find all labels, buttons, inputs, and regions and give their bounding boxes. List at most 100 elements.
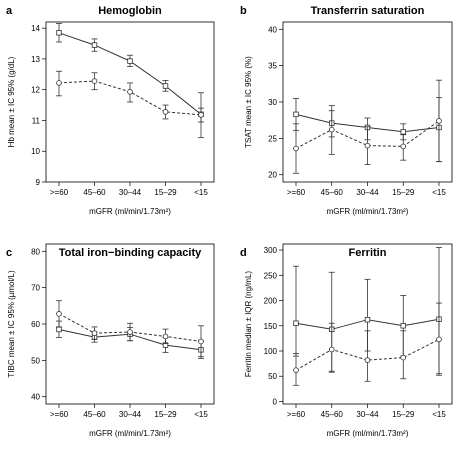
panel-a: a Hemoglobin 9 10 11 12 13 14 >=60 45–60 30–44 15–2… [6, 5, 215, 216]
series-solid [56, 23, 204, 138]
y-tick-label: 40 [31, 393, 40, 402]
data-point [364, 142, 371, 149]
x-tick-label: 15–29 [392, 188, 415, 197]
data-point [91, 42, 98, 48]
data-point [364, 317, 371, 323]
series-dashed [56, 70, 204, 123]
data-point [364, 357, 371, 363]
data-point [400, 129, 406, 135]
data-point [293, 145, 299, 152]
x-tick-label: 30–44 [356, 410, 379, 419]
panel-title: Hemoglobin [98, 5, 162, 17]
x-tick-label: <15 [432, 188, 446, 197]
y-tick-label: 30 [268, 98, 277, 107]
series-line [295, 120, 440, 149]
x-axis-label: mGFR (ml/min/1.73m²) [327, 207, 409, 216]
y-tick-label: 14 [31, 24, 40, 33]
y-tick-label: 25 [268, 134, 277, 143]
y-tick-label: 10 [31, 147, 40, 156]
x-tick-label: >=60 [287, 410, 306, 419]
panel-c: c Total iron−binding capacity 40 50 60 70 80 >=… [6, 243, 215, 438]
x-tick-label: >=60 [287, 188, 306, 197]
y-tick-label: 0 [273, 397, 278, 406]
data-point [400, 143, 407, 150]
y-tick-label: 150 [264, 322, 278, 331]
panel-title: Ferritin [349, 247, 387, 259]
x-tick-label: 30–44 [119, 410, 142, 419]
panel-letter: d [240, 247, 247, 259]
panel-title: Total iron−binding capacity [59, 247, 202, 259]
y-axis-label: TIBC mean ± IC 95% (µmol/L) [7, 270, 16, 378]
data-point [162, 109, 169, 115]
data-point [91, 330, 98, 336]
series-dashed [293, 79, 442, 174]
x-tick-label: >=60 [50, 188, 69, 197]
y-tick-label: 70 [31, 284, 40, 293]
x-axis-label: mGFR (ml/min/1.73m²) [89, 429, 171, 438]
y-tick-label: 100 [264, 347, 278, 356]
data-point [328, 126, 335, 133]
x-tick-label: 45–60 [83, 188, 106, 197]
data-point [198, 338, 204, 345]
data-point [56, 80, 62, 86]
y-tick-label: 50 [31, 356, 40, 365]
x-axis-label: mGFR (ml/min/1.73m²) [89, 207, 171, 216]
y-axis-label: Ferritin median ± IQR (ng/mL) [244, 271, 253, 378]
data-point [293, 320, 299, 326]
data-point [127, 58, 133, 64]
data-point [127, 329, 133, 335]
data-point [56, 311, 62, 317]
data-point [56, 30, 62, 36]
y-axis-label: TSAT mean ± IC 95% (%) [244, 56, 253, 148]
data-point [436, 336, 442, 343]
x-tick-label: 30–44 [356, 188, 379, 197]
data-point [400, 323, 406, 329]
data-point [293, 111, 299, 118]
x-tick-label: 15–29 [154, 410, 177, 419]
y-tick-label: 35 [268, 62, 277, 71]
y-axis-label: Hb mean ± IC 95% (g/dL) [7, 56, 16, 147]
panel-letter: b [240, 5, 247, 17]
data-point [91, 78, 98, 84]
data-point [400, 354, 407, 361]
data-point [328, 346, 335, 353]
x-tick-label: <15 [194, 188, 208, 197]
x-tick-label: 45–60 [321, 188, 344, 197]
data-point [162, 83, 169, 89]
y-tick-label: 13 [31, 55, 40, 64]
series-dashed [293, 302, 442, 386]
y-tick-label: 60 [31, 320, 40, 329]
series-dashed [56, 300, 204, 358]
x-tick-label: >=60 [50, 410, 69, 419]
data-point [198, 112, 204, 118]
data-point [56, 326, 62, 333]
series-line [295, 338, 440, 371]
y-tick-label: 200 [264, 297, 278, 306]
data-point [436, 118, 442, 124]
x-tick-label: <15 [432, 410, 446, 419]
panel-letter: c [6, 247, 12, 259]
data-point [293, 367, 299, 373]
x-tick-label: 45–60 [321, 410, 344, 419]
data-point [162, 333, 169, 340]
y-tick-label: 80 [31, 247, 40, 256]
x-tick-label: 30–44 [119, 188, 142, 197]
y-tick-label: 300 [264, 246, 278, 255]
y-tick-label: 20 [268, 171, 277, 180]
x-tick-label: <15 [194, 410, 208, 419]
panel-b: b Transferrin saturation 20 25 30 35 40 >=60 45–… [240, 5, 453, 216]
y-tick-label: 50 [268, 372, 277, 381]
x-tick-label: 15–29 [154, 188, 177, 197]
data-point [127, 89, 133, 95]
y-tick-label: 9 [36, 178, 41, 187]
panel-letter: a [6, 5, 13, 17]
y-tick-label: 11 [32, 116, 41, 125]
panel-title: Transferrin saturation [311, 5, 425, 17]
x-axis-label: mGFR (ml/min/1.73m²) [327, 429, 409, 438]
x-tick-label: 45–60 [83, 410, 106, 419]
panel-d: d Ferritin 0 50 100 150 200 250 300 >=60 45–60 30–4… [240, 243, 453, 438]
y-tick-label: 250 [264, 271, 278, 280]
y-tick-label: 12 [31, 86, 40, 95]
x-tick-label: 15–29 [392, 410, 415, 419]
